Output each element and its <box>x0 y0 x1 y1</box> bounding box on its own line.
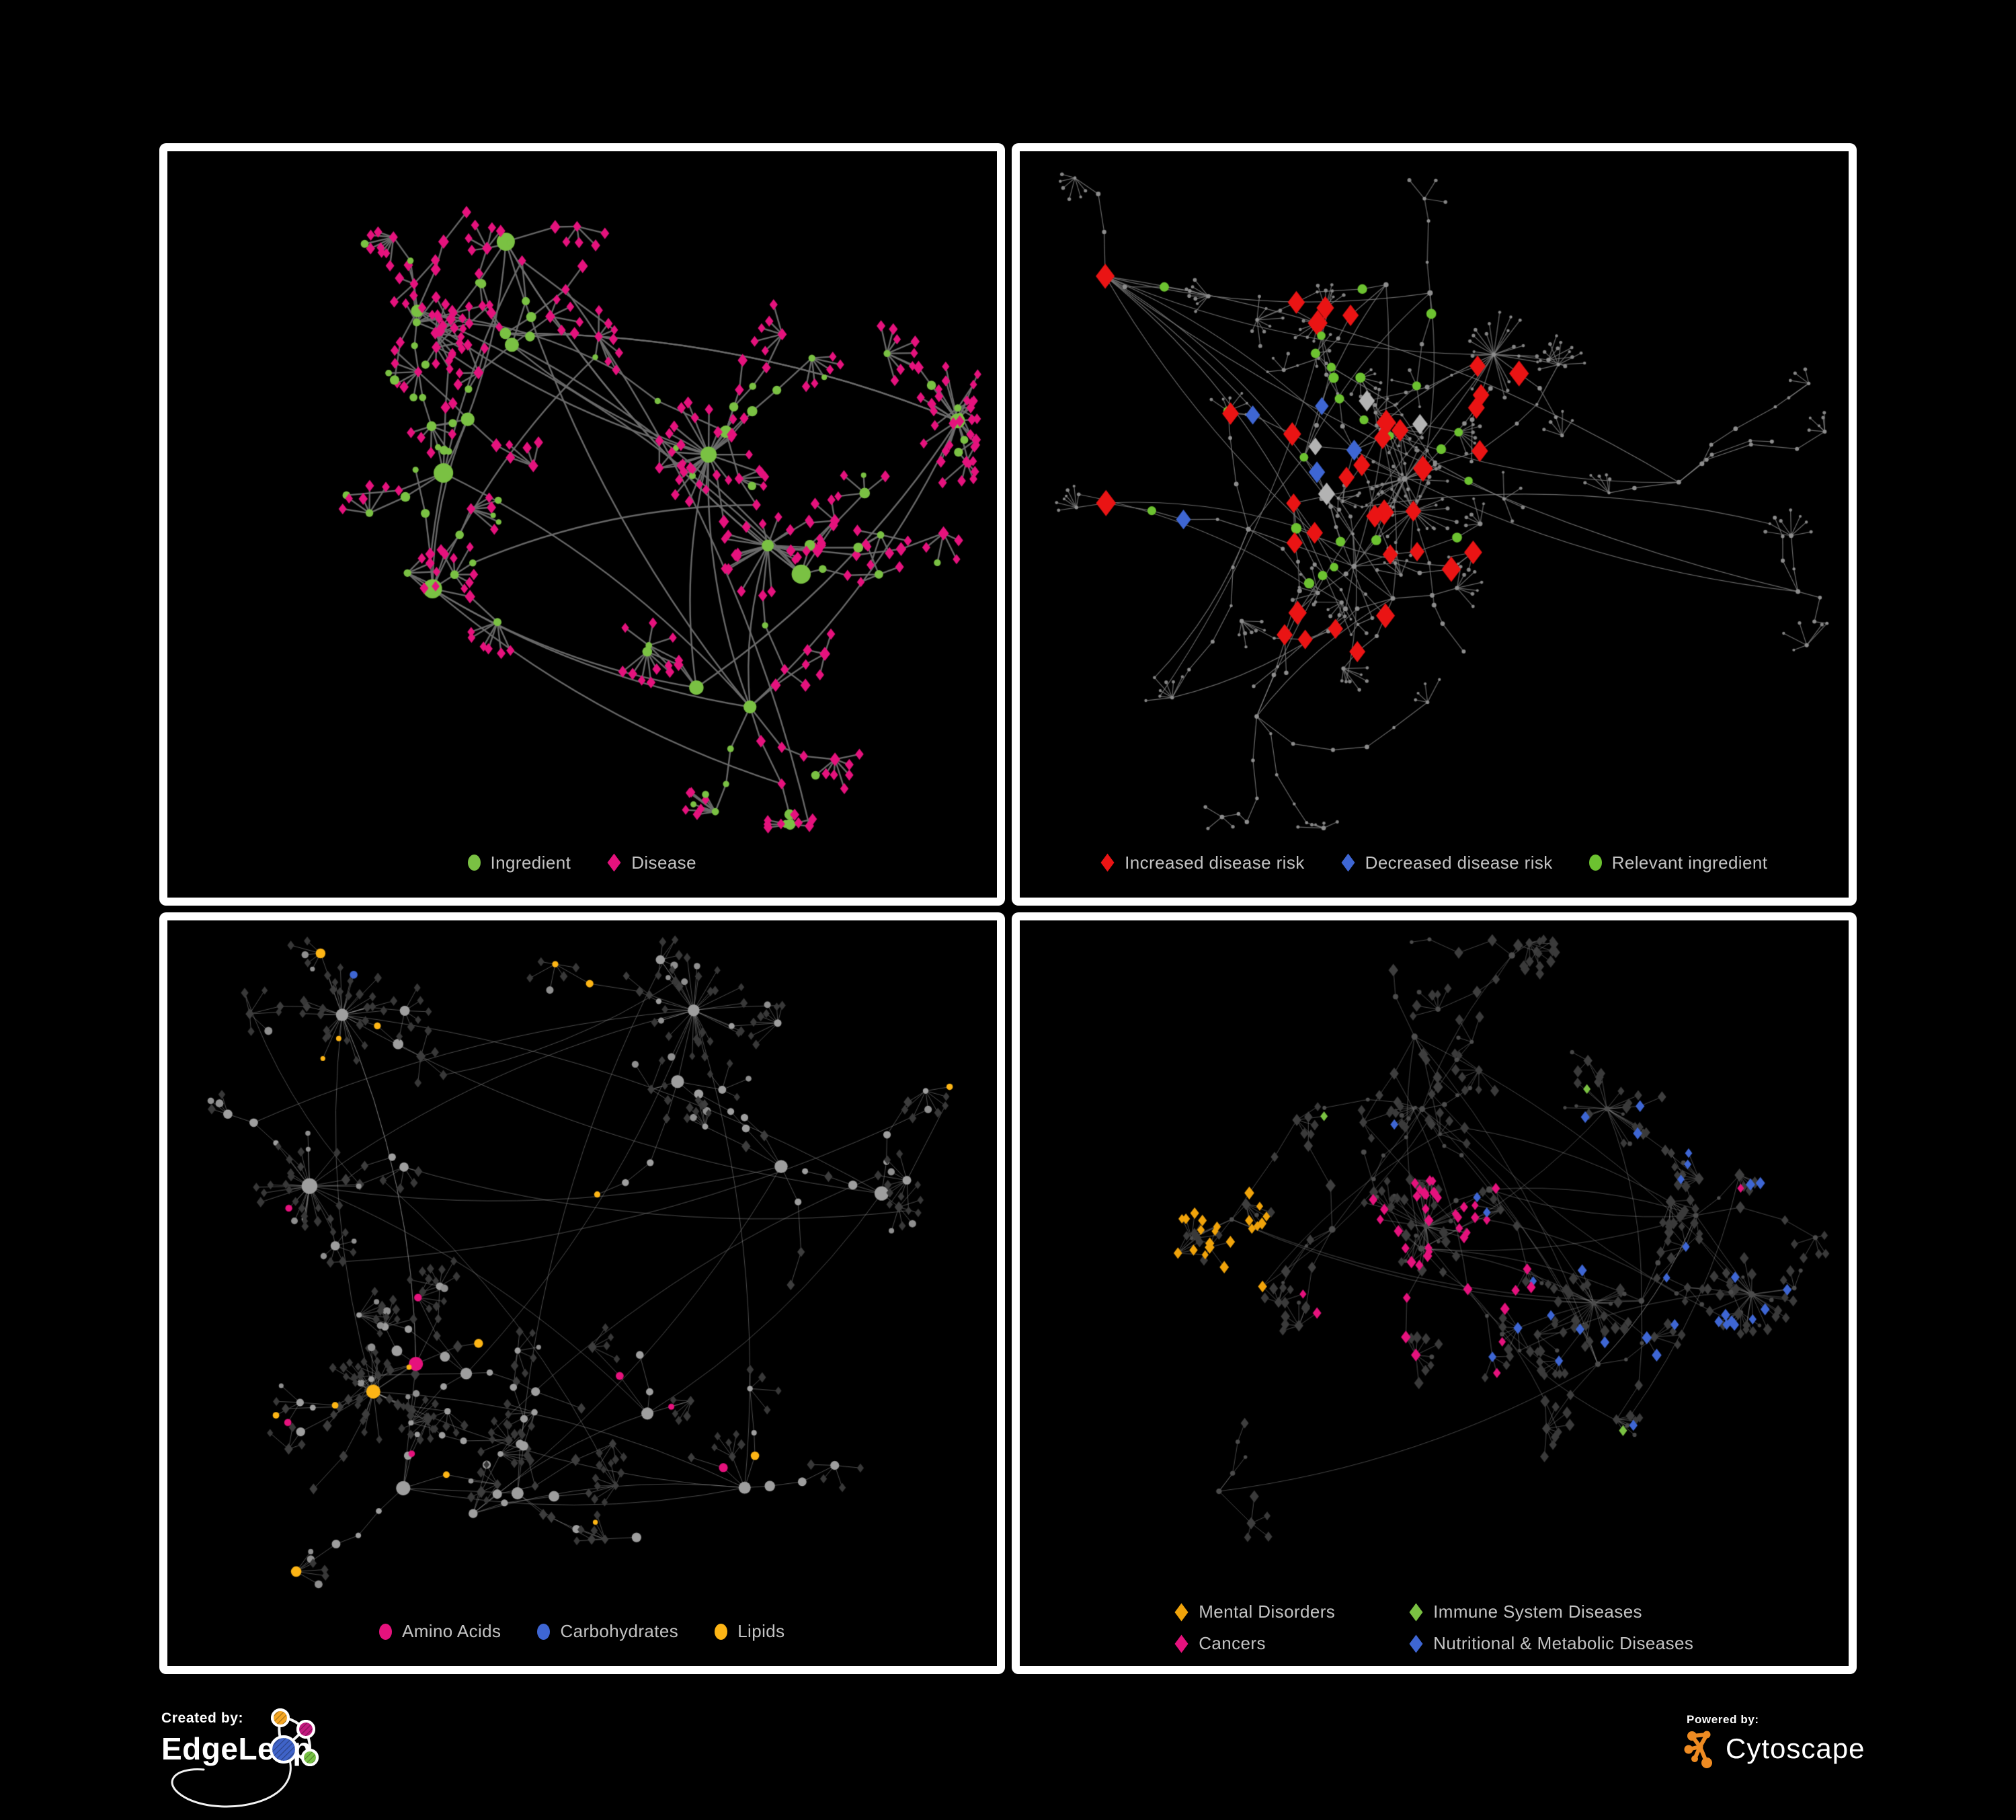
edgeleap-credit: Created by: EdgeLeap <box>161 1708 538 1818</box>
cytoscape-network-icon <box>1684 1731 1712 1768</box>
circle-marker-icon <box>467 855 481 871</box>
legend-label: Mental Disorders <box>1199 1601 1336 1622</box>
created-by-label: Created by: <box>161 1710 244 1726</box>
legend-item: Ingredient <box>467 852 571 873</box>
edgeleap-wordmark: EdgeLeap <box>161 1731 312 1766</box>
legend-label: Relevant ingredient <box>1611 852 1768 873</box>
legend-label: Increased disease risk <box>1125 852 1305 873</box>
diamond-marker-icon <box>1174 1634 1188 1653</box>
diamond-marker-icon <box>1409 1603 1423 1621</box>
legend-label: Cancers <box>1199 1633 1266 1653</box>
nutrients-network-canvas <box>167 920 997 1617</box>
legend-item: Relevant ingredient <box>1588 852 1768 873</box>
panel-disease-risk: Increased disease risk Decreased disease … <box>1011 143 1857 906</box>
panel-disease-classes: Mental Disorders Immune System Diseases Ca… <box>1011 912 1857 1674</box>
disease-classes-network-canvas <box>1019 920 1849 1599</box>
panel-ingredient-disease: Ingredient Disease <box>159 143 1005 906</box>
legend-item: Lipids <box>715 1621 784 1642</box>
diamond-marker-icon <box>607 853 621 872</box>
legend-item: Decreased disease risk <box>1341 853 1553 873</box>
legend-nutrients: Amino Acids Carbohydrates Lipids <box>167 1617 997 1666</box>
figure-poster: Ingredient Disease Increased disease risk… <box>159 143 1857 1674</box>
powered-by-label: Powered by: <box>1687 1713 1759 1726</box>
diamond-marker-icon <box>1341 853 1355 872</box>
legend-label: Carbohydrates <box>560 1621 679 1641</box>
legend-item: Mental Disorders <box>1174 1601 1335 1622</box>
ingredient-disease-network-canvas <box>167 151 997 848</box>
legend-item: Immune System Diseases <box>1409 1601 1693 1622</box>
circle-marker-icon <box>1588 855 1602 871</box>
legend-item: Amino Acids <box>378 1621 501 1642</box>
cytoscape-logo: Cytoscape <box>1684 1729 1966 1768</box>
disease-risk-network <box>1019 151 1849 848</box>
legend-ingredient-disease: Ingredient Disease <box>167 848 997 898</box>
legend-disease-classes: Mental Disorders Immune System Diseases Ca… <box>1020 1599 1849 1666</box>
disease-risk-network-canvas <box>1019 151 1849 848</box>
legend-item: Cancers <box>1174 1633 1335 1654</box>
legend-label: Decreased disease risk <box>1365 852 1553 873</box>
legend-item: Carbohydrates <box>537 1621 678 1642</box>
legend-label: Immune System Diseases <box>1433 1601 1642 1622</box>
diamond-marker-icon <box>1409 1634 1423 1653</box>
ingredient-disease-network <box>167 151 997 848</box>
circle-marker-icon <box>378 1623 392 1640</box>
legend-disease-risk: Increased disease risk Decreased disease … <box>1020 848 1849 898</box>
legend-item: Nutritional & Metabolic Diseases <box>1409 1633 1693 1654</box>
legend-item: Disease <box>607 853 696 873</box>
cytoscape-credit: Powered by: Cytoscape <box>1684 1713 1966 1787</box>
diamond-marker-icon <box>1100 853 1115 872</box>
legend-label: Nutritional & Metabolic Diseases <box>1433 1633 1694 1653</box>
circle-marker-icon <box>537 1623 551 1640</box>
diamond-marker-icon <box>1174 1603 1188 1621</box>
disease-classes-network <box>1019 920 1849 1599</box>
circle-marker-icon <box>715 1623 728 1640</box>
legend-label: Amino Acids <box>401 1621 501 1641</box>
legend-item: Increased disease risk <box>1100 853 1304 873</box>
legend-label: Disease <box>631 852 696 873</box>
panel-nutrients: Amino Acids Carbohydrates Lipids <box>159 912 1005 1674</box>
cytoscape-wordmark: Cytoscape <box>1726 1733 1865 1764</box>
legend-label: Ingredient <box>490 852 571 873</box>
legend-label: Lipids <box>737 1621 785 1641</box>
nutrients-network <box>167 920 997 1617</box>
